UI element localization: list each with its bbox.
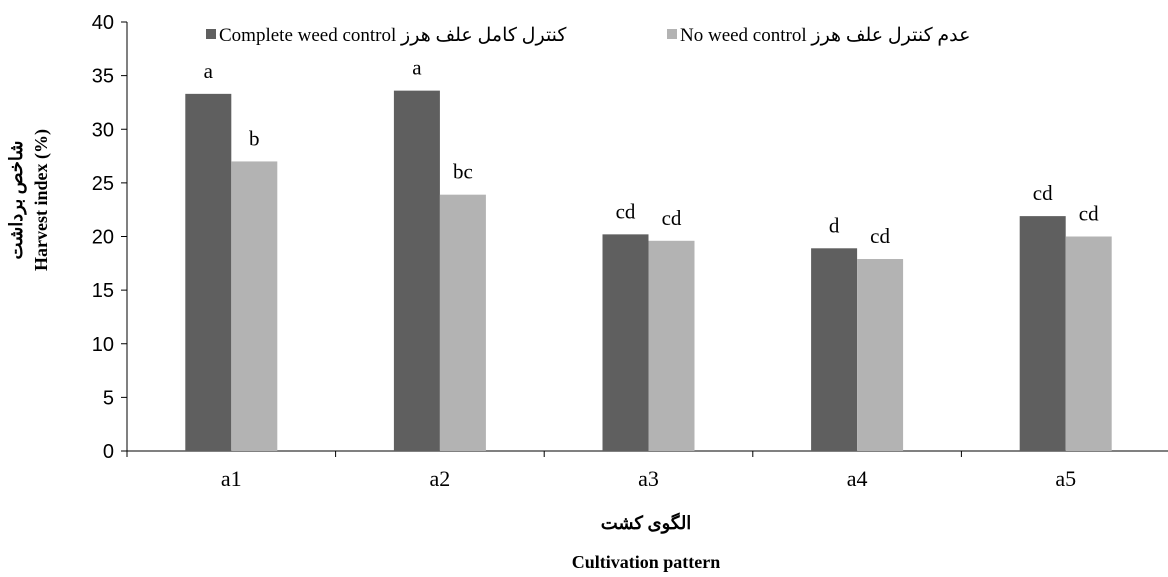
x-axis: a1 a2 a3 a4 a5 — [126, 450, 1168, 491]
legend-swatch-complete-weed-control — [206, 29, 216, 39]
significance-letter: d — [829, 213, 840, 237]
y-tick-label: 20 — [92, 227, 114, 249]
bars-group — [185, 90, 1112, 452]
x-tick-label: a2 — [430, 466, 451, 491]
significance-letter: bc — [453, 160, 473, 184]
legend: Complete weed control کنترل کامل علف هرز… — [206, 25, 971, 46]
bar-no-weed-control-a5 — [1065, 236, 1112, 451]
bar-complete-weed-control-a2 — [393, 90, 440, 451]
x-axis-title-persian: الگوی کشت — [601, 512, 692, 534]
x-tick-label: a3 — [638, 466, 659, 491]
bar-complete-weed-control-a1 — [185, 93, 232, 452]
x-tick-label: a1 — [221, 466, 242, 491]
y-axis-title-persian: شاخص برداشت — [6, 141, 27, 260]
y-tick-label: 40 — [92, 12, 114, 34]
bar-no-weed-control-a4 — [857, 259, 904, 451]
y-tick-label: 25 — [92, 173, 114, 195]
legend-label-complete-weed-control: Complete weed control کنترل کامل علف هرز — [219, 25, 567, 46]
bar-no-weed-control-a3 — [648, 240, 695, 451]
y-axis: 0 5 10 15 20 25 30 35 40 — [92, 12, 128, 463]
y-tick-label: 5 — [103, 387, 114, 409]
legend-swatch-no-weed-control — [667, 29, 677, 39]
y-tick-label: 10 — [92, 334, 114, 356]
y-tick-label: 15 — [92, 280, 114, 302]
significance-letter: a — [204, 59, 214, 83]
bar-complete-weed-control-a4 — [811, 248, 858, 451]
significance-labels: a a cd d cd b bc cd cd cd — [204, 56, 1099, 248]
bar-no-weed-control-a1 — [231, 161, 278, 452]
significance-letter: cd — [870, 224, 890, 248]
significance-letter: b — [249, 126, 260, 150]
y-axis-title: Harvest index (%) — [31, 129, 52, 271]
bar-complete-weed-control-a5 — [1019, 216, 1066, 451]
significance-letter: cd — [616, 199, 636, 223]
y-tick-label: 0 — [103, 441, 114, 463]
legend-label-no-weed-control: No weed control عدم کنترل علف هرز — [680, 25, 971, 46]
y-tick-label: 30 — [92, 119, 114, 141]
significance-letter: cd — [662, 206, 682, 230]
bar-no-weed-control-a2 — [439, 194, 486, 452]
x-tick-label: a4 — [847, 466, 868, 491]
y-tick-label: 35 — [92, 66, 114, 88]
significance-letter: cd — [1079, 202, 1099, 226]
x-axis-title: Cultivation pattern — [572, 552, 721, 572]
significance-letter: cd — [1033, 181, 1053, 205]
bar-complete-weed-control-a3 — [602, 234, 649, 451]
x-tick-label: a5 — [1055, 466, 1076, 491]
significance-letter: a — [412, 56, 422, 80]
